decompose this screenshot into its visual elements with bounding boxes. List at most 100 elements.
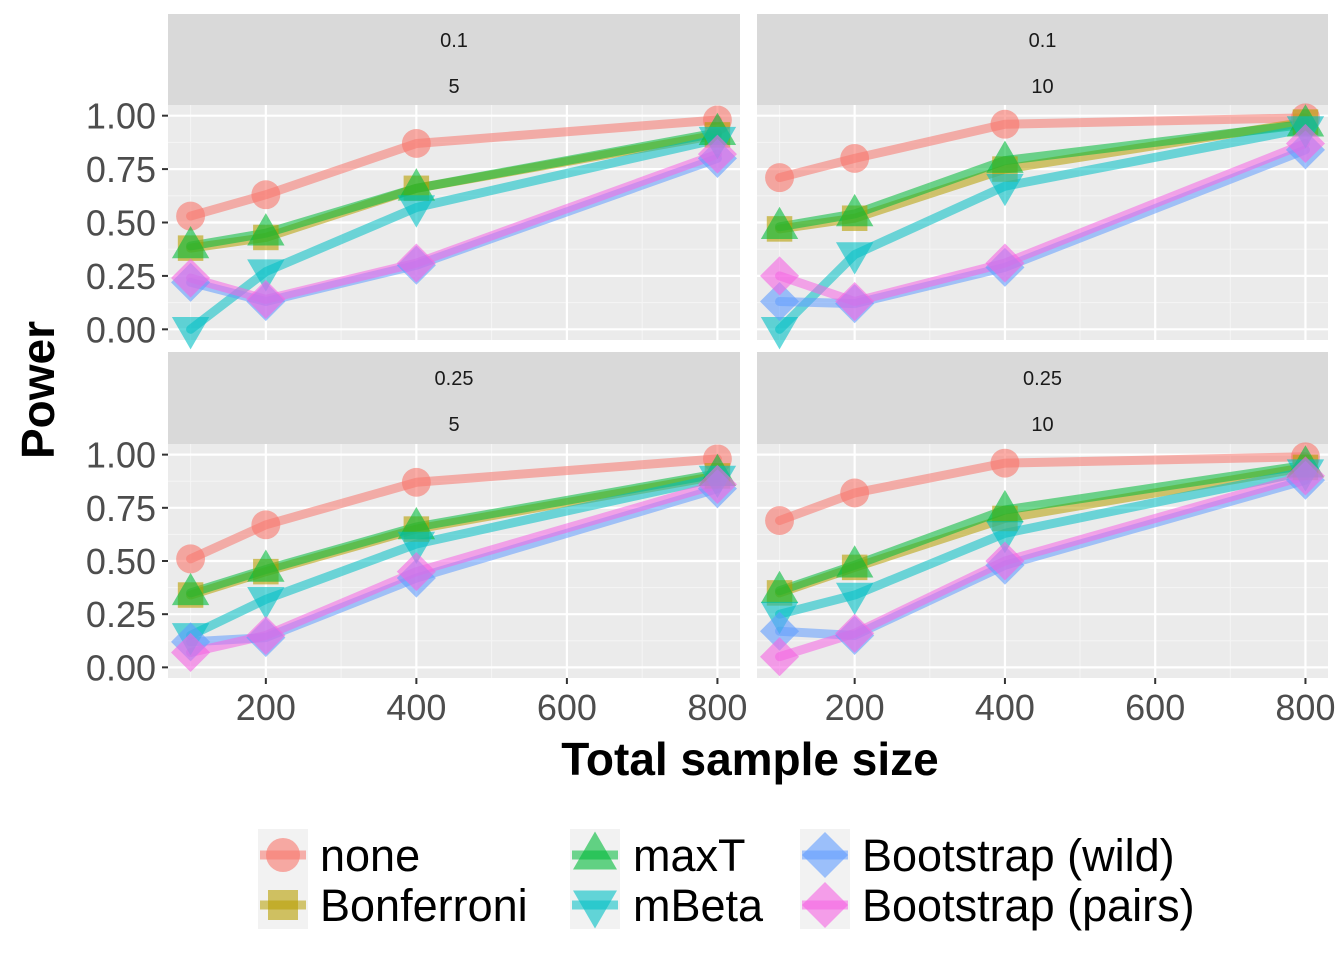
data-point-maxT xyxy=(835,545,874,578)
facet-panel: 0.25 10 xyxy=(757,352,1328,678)
series-lines xyxy=(775,113,1310,334)
facet-panel: 0.15 xyxy=(168,14,740,350)
data-point-boot_pairs xyxy=(759,637,800,677)
facet-panel: 0.25 5 xyxy=(168,352,740,678)
data-point-mBeta xyxy=(835,582,874,616)
x-tick-label: 400 xyxy=(975,687,1035,728)
y-tick-label: 0.25 xyxy=(86,256,156,297)
series-lines xyxy=(186,115,722,334)
series-line-maxT xyxy=(186,128,722,251)
data-point-boot_pairs xyxy=(246,615,286,656)
y-tick-label: 0.00 xyxy=(86,309,156,350)
series-line-maxT xyxy=(775,119,1310,232)
data-point-boot_pairs xyxy=(697,464,737,504)
x-tick-label: 400 xyxy=(386,687,446,728)
y-tick-label: 1.00 xyxy=(86,96,156,137)
data-point-maxT xyxy=(760,570,799,604)
facet-panel: 0.1 10 xyxy=(757,14,1328,350)
facet-strip xyxy=(757,14,1328,105)
legend-label: Bootstrap (pairs) xyxy=(862,880,1195,931)
data-point-boot_pairs xyxy=(985,243,1025,283)
series-line-none xyxy=(775,113,1310,183)
data-point-maxT xyxy=(171,572,210,606)
series-line-boot_pairs xyxy=(775,138,1310,307)
facet-strip-label: 0.1 xyxy=(440,30,468,52)
legend-key-symbol xyxy=(573,890,617,929)
data-point-boot_pairs xyxy=(759,256,800,296)
data-point-none xyxy=(840,478,870,508)
facet-strip xyxy=(757,352,1328,444)
legend-label: maxT xyxy=(633,830,746,881)
data-point-none xyxy=(765,163,794,193)
x-tick-label: 800 xyxy=(687,687,747,728)
x-axis-title: Total sample size xyxy=(561,733,939,785)
legend-item-maxT: maxT xyxy=(570,829,746,881)
series-points xyxy=(171,444,737,673)
series-line-none xyxy=(775,452,1310,526)
y-tick-label: 0.25 xyxy=(86,594,156,635)
x-tick-label: 600 xyxy=(1125,687,1185,728)
series-line-none xyxy=(186,454,722,564)
series-line-boot_pairs xyxy=(186,149,722,304)
data-point-maxT xyxy=(835,193,874,227)
series-line-maxT xyxy=(775,460,1310,596)
data-point-boot_wild xyxy=(759,611,800,651)
legend-key-symbol xyxy=(266,838,300,872)
data-point-boot_pairs xyxy=(171,258,211,298)
data-point-maxT xyxy=(397,168,436,201)
data-point-mBeta xyxy=(835,242,874,275)
data-point-maxT xyxy=(397,506,436,540)
x-tick-label: 200 xyxy=(236,687,296,728)
series-line-mBeta xyxy=(186,134,722,334)
data-point-maxT xyxy=(986,140,1024,173)
legend-item-mBeta: mBeta xyxy=(570,879,764,931)
data-point-boot_pairs xyxy=(835,281,875,322)
facet-strip-label: 0.25 xyxy=(1023,368,1062,390)
axes-layer: 0.00 0.25 0.50 0.75 1.00 0.00 0.25 0.50 0.75 1.00… xyxy=(86,96,1336,728)
data-point-boot_pairs xyxy=(1285,123,1326,164)
series-points xyxy=(759,103,1326,350)
legend-key-symbol xyxy=(802,882,848,928)
data-point-mBeta xyxy=(986,521,1024,554)
series-points xyxy=(171,105,737,350)
data-point-boot_pairs xyxy=(697,134,737,174)
data-point-mBeta xyxy=(247,587,285,620)
series-line-mBeta xyxy=(775,467,1310,619)
series-line-maxT xyxy=(186,469,722,598)
facet-strip-label: 5 xyxy=(448,76,459,98)
data-point-none xyxy=(176,201,206,231)
series-line-none xyxy=(186,115,722,221)
legend-item-boot_pairs: Bootstrap (pairs) xyxy=(800,879,1195,931)
data-point-none xyxy=(765,506,794,536)
legend-key-symbol xyxy=(802,832,848,878)
x-tick-label: 800 xyxy=(1275,687,1335,728)
legend-label: mBeta xyxy=(633,880,764,931)
y-tick-label: 0.75 xyxy=(86,149,156,190)
data-point-none xyxy=(401,129,431,158)
data-point-boot_pairs xyxy=(1285,456,1326,496)
data-point-mBeta xyxy=(986,173,1024,207)
data-point-none xyxy=(840,143,870,173)
data-point-boot_pairs xyxy=(171,632,211,673)
data-point-none xyxy=(251,510,281,540)
legend-label: none xyxy=(320,830,420,881)
data-point-none xyxy=(176,544,206,574)
y-tick-label: 0.50 xyxy=(86,541,156,582)
series-line-boot_pairs xyxy=(775,471,1310,662)
facet-strip-label: 0.25 xyxy=(435,368,474,390)
facet-strip-label: 10 xyxy=(1031,414,1053,436)
facet-strip-label: 5 xyxy=(448,414,459,436)
data-point-boot_pairs xyxy=(246,279,286,319)
facet-strip xyxy=(168,352,740,444)
y-axis-title: Power xyxy=(12,321,64,459)
facet-strip-label: 10 xyxy=(1031,76,1053,98)
legend-key-symbol xyxy=(268,890,298,920)
data-point-boot_pairs xyxy=(396,552,436,592)
data-point-boot_pairs xyxy=(835,613,875,653)
series-lines xyxy=(775,452,1310,662)
series-points xyxy=(759,442,1326,677)
data-point-mBeta xyxy=(760,317,799,350)
data-point-mBeta xyxy=(247,259,285,292)
